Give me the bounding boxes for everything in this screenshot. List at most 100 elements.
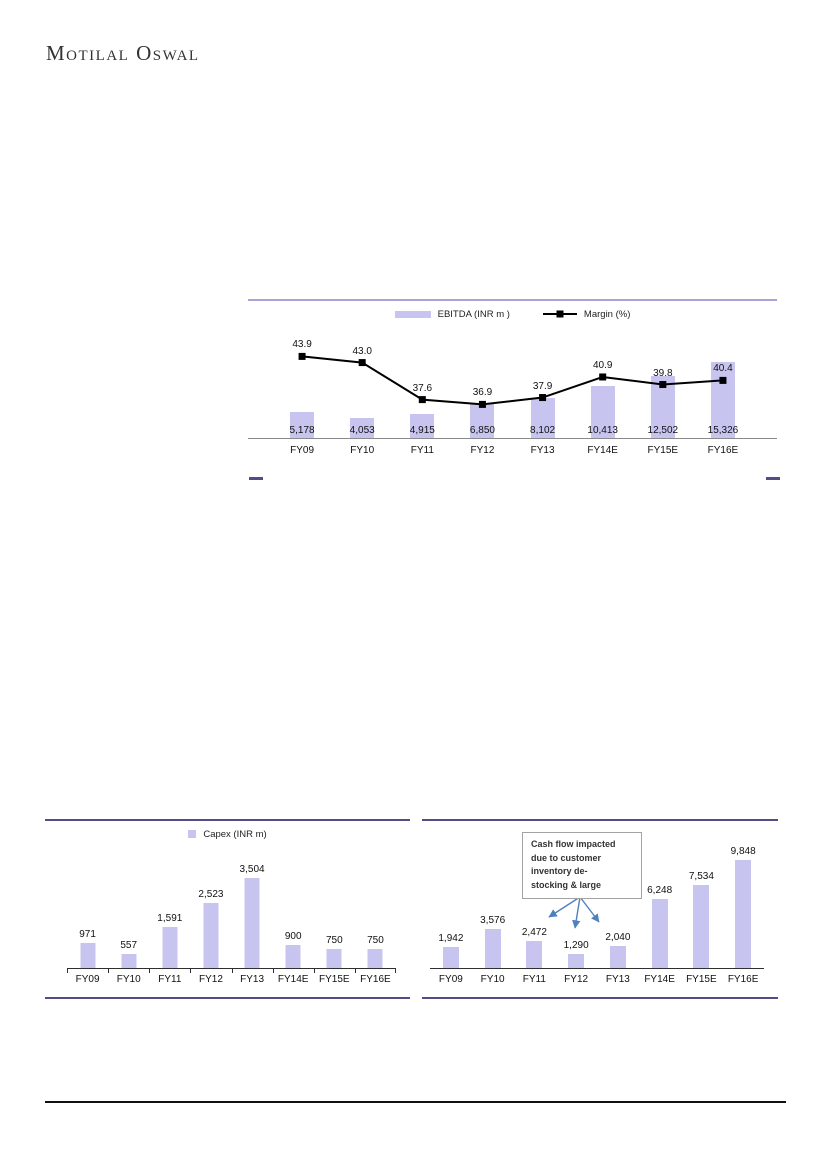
category-cell: 3,504 <box>232 847 273 968</box>
bar-value-label: 2,472 <box>521 926 547 938</box>
bar-value-label: 2,523 <box>198 889 224 901</box>
bar-value-label: 4,053 <box>349 425 375 436</box>
margin-value-label: 39.8 <box>653 367 673 379</box>
axis-tick-icon <box>149 968 151 973</box>
x-axis-label: FY12 <box>564 974 589 985</box>
margin-value-label: 40.9 <box>592 359 613 371</box>
bar-fy09 <box>442 946 459 968</box>
x-axis-label: FY12 <box>470 445 495 456</box>
footer-rule <box>45 1101 786 1103</box>
category-cell: 5,178 <box>272 327 332 438</box>
brand-logo: Motilal Oswal <box>46 41 200 65</box>
category-cell: 971 <box>67 847 108 968</box>
legend-label-capex: Capex (INR m) <box>203 828 267 840</box>
x-axis-label: FY16E <box>727 974 759 985</box>
x-axis-label: FY14E <box>644 974 675 985</box>
category-cell: 4,915 <box>392 327 452 438</box>
category-cell: 8,102 <box>513 327 573 438</box>
x-axis-label: FY14E <box>277 974 309 985</box>
x-axis-label: FY16E <box>707 445 739 456</box>
x-axis-label: FY16E <box>360 974 391 985</box>
legend-line-marker-icon <box>542 310 577 318</box>
bar-value-label: 1,942 <box>438 932 464 944</box>
category-cell: 900 <box>273 847 314 968</box>
category-cell: 6,248 <box>639 847 681 968</box>
axis-tick-icon <box>67 968 68 973</box>
bar-value-label: 900 <box>284 930 302 942</box>
bar-fy16e <box>735 860 752 968</box>
x-axis-labels: FY09 FY10 FY11 FY12 FY13 FY14E FY15E FY16E <box>272 439 753 464</box>
plot-area: 1,942 3,576 2,472 1,290 2,040 6,248 7,534 9,848 <box>422 846 778 969</box>
x-axis-label: FY10 <box>116 974 141 985</box>
legend-bar-swatch-icon <box>188 830 197 838</box>
bar-value-label: 12,502 <box>647 425 679 436</box>
margin-line <box>298 352 727 408</box>
x-axis-label: FY09 <box>290 445 315 456</box>
bar-fy13 <box>530 397 555 438</box>
margin-value-label: 40.4 <box>713 363 733 375</box>
bar-fy10 <box>121 953 137 968</box>
x-axis-label: FY09 <box>75 974 100 985</box>
margin-value-label: 36.9 <box>472 387 493 399</box>
x-axis-labels: FY09 FY10 FY11 FY12 FY13 FY14E FY15E FY16E <box>430 968 764 993</box>
category-cell: 4,053 <box>332 327 392 438</box>
bar-value-label: 3,576 <box>480 914 506 926</box>
bar-value-label: 7,534 <box>688 871 714 883</box>
x-axis-label: FY11 <box>158 974 182 985</box>
category-cell: 750 <box>355 847 396 968</box>
category-cell: 7,534 <box>681 847 723 968</box>
category-cell: 1,591 <box>149 847 190 968</box>
x-axis-labels: FY09 FY10 FY11 FY12 FY13 FY14E FY15E FY16E <box>67 968 396 993</box>
bar-value-label: 9,848 <box>730 846 756 857</box>
axis-tick-icon <box>395 968 396 973</box>
plot-area: 971 557 1,591 2,523 3,504 900 750 750 <box>45 847 410 973</box>
bar-fy13 <box>244 878 260 968</box>
category-cell: 1,942 <box>430 847 472 968</box>
bar-fy11 <box>162 927 178 968</box>
bar-fy09 <box>290 412 315 438</box>
category-cell: 9,848 <box>722 846 764 968</box>
x-axis-label: FY13 <box>240 974 265 985</box>
bar-value-label: 2,040 <box>605 931 631 943</box>
bar-fy10 <box>484 928 501 968</box>
legend-label-ebitda: EBITDA (INR m ) <box>437 308 510 320</box>
x-axis-label: FY13 <box>605 974 630 985</box>
chart-legend: Capex (INR m) <box>45 821 410 847</box>
axis-tick-icon <box>272 968 274 973</box>
bar-value-label: 750 <box>325 934 343 946</box>
x-axis-label: FY12 <box>198 974 223 985</box>
axis-tick-icon <box>108 968 110 973</box>
bar-fy12 <box>470 404 495 438</box>
plot-area: 5,178 4,053 4,915 6,850 8,102 10,413 12,502 15,… <box>248 327 777 439</box>
x-axis-label: FY14E <box>587 445 618 456</box>
category-cell: 2,523 <box>190 847 231 968</box>
axis-tick-icon <box>190 968 192 973</box>
category-cell: 2,472 <box>514 847 556 968</box>
bar-value-label: 4,915 <box>409 425 435 436</box>
category-cell: 10,413 <box>573 327 633 438</box>
annotation-box: Cash flow impacted due to customer inven… <box>522 832 642 899</box>
x-axis-label: FY11 <box>410 445 434 456</box>
capex-chart: Capex (INR m) 971 557 1,591 2,523 3,504 900 75… <box>45 819 410 999</box>
legend-bar-swatch-icon <box>394 310 431 318</box>
bar-fy14e <box>285 944 301 968</box>
bar-fy09 <box>80 943 96 968</box>
margin-value-label: 37.6 <box>412 382 433 394</box>
bar-fy16e <box>367 948 383 968</box>
bar-value-label: 6,248 <box>647 885 673 897</box>
category-cell: 6,850 <box>452 327 512 438</box>
cashflow-chart: 1,942 3,576 2,472 1,290 2,040 6,248 7,534 9,848… <box>422 819 778 999</box>
left-rule-dash <box>249 477 263 480</box>
category-cell: 750 <box>314 847 355 968</box>
bar-value-label: 557 <box>120 939 138 951</box>
bar-value-label: 3,504 <box>239 864 265 875</box>
axis-tick-icon <box>354 968 356 973</box>
margin-value-label: 43.9 <box>292 339 312 351</box>
x-axis-label: FY15E <box>686 974 717 985</box>
bar-value-label: 1,290 <box>563 939 589 951</box>
x-axis-label: FY13 <box>530 445 555 456</box>
x-axis-label: FY10 <box>480 974 505 985</box>
bar-value-label: 6,850 <box>469 425 495 436</box>
bar-fy14e <box>590 386 615 438</box>
